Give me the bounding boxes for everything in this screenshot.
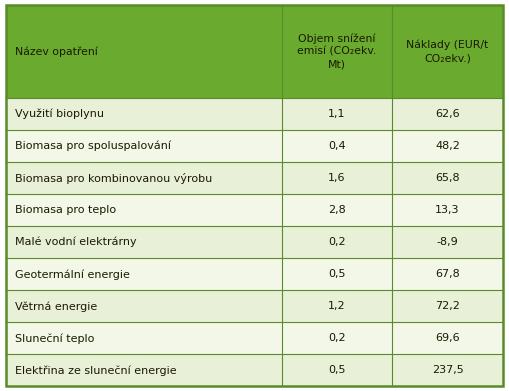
Bar: [282, 322, 392, 354]
Text: Biomasa pro teplo: Biomasa pro teplo: [15, 205, 117, 215]
Text: Sluneční teplo: Sluneční teplo: [15, 333, 95, 344]
Text: Využití bioplynu: Využití bioplynu: [15, 109, 104, 119]
Text: 72,2: 72,2: [435, 301, 460, 311]
Bar: [6, 354, 282, 386]
Text: 1,2: 1,2: [328, 301, 346, 311]
Text: 48,2: 48,2: [435, 141, 460, 151]
Text: 13,3: 13,3: [435, 205, 460, 215]
Text: 237,5: 237,5: [432, 365, 463, 375]
Text: 0,2: 0,2: [328, 333, 346, 343]
Text: 69,6: 69,6: [435, 333, 460, 343]
Bar: [282, 226, 392, 258]
Bar: [392, 130, 503, 162]
Text: Náklady (EUR/t
CO₂ekv.): Náklady (EUR/t CO₂ekv.): [406, 40, 489, 63]
Bar: [392, 98, 503, 130]
Text: 0,4: 0,4: [328, 141, 346, 151]
Text: Geotermální energie: Geotermální energie: [15, 269, 130, 280]
Bar: [392, 194, 503, 226]
Text: 67,8: 67,8: [435, 269, 460, 279]
Text: 0,5: 0,5: [328, 365, 346, 375]
Bar: [282, 290, 392, 322]
Bar: [6, 322, 282, 354]
Bar: [6, 194, 282, 226]
Bar: [6, 98, 282, 130]
Bar: [282, 98, 392, 130]
Text: Elektřina ze sluneční energie: Elektřina ze sluneční energie: [15, 365, 177, 375]
Bar: [392, 5, 503, 98]
Text: 65,8: 65,8: [435, 173, 460, 183]
Bar: [282, 130, 392, 162]
Text: -8,9: -8,9: [437, 237, 459, 247]
Text: 0,2: 0,2: [328, 237, 346, 247]
Bar: [392, 226, 503, 258]
Text: 1,1: 1,1: [328, 109, 346, 119]
Text: Biomasa pro spoluspalování: Biomasa pro spoluspalování: [15, 141, 171, 151]
Bar: [282, 258, 392, 290]
Bar: [6, 5, 282, 98]
Text: Malé vodní elektrárny: Malé vodní elektrárny: [15, 237, 137, 248]
Bar: [282, 5, 392, 98]
Bar: [6, 290, 282, 322]
Bar: [282, 162, 392, 194]
Bar: [6, 130, 282, 162]
Text: Název opatření: Název opatření: [15, 46, 98, 57]
Bar: [392, 290, 503, 322]
Bar: [6, 162, 282, 194]
Bar: [392, 162, 503, 194]
Text: 62,6: 62,6: [435, 109, 460, 119]
Text: 0,5: 0,5: [328, 269, 346, 279]
Bar: [392, 258, 503, 290]
Bar: [6, 258, 282, 290]
Bar: [392, 354, 503, 386]
Text: Větrná energie: Větrná energie: [15, 301, 98, 312]
Text: Objem snížení
emisí (CO₂ekv.
Mt): Objem snížení emisí (CO₂ekv. Mt): [297, 33, 377, 70]
Text: Biomasa pro kombinovanou výrobu: Biomasa pro kombinovanou výrobu: [15, 173, 213, 184]
Bar: [6, 226, 282, 258]
Text: 1,6: 1,6: [328, 173, 346, 183]
Bar: [282, 194, 392, 226]
Bar: [392, 322, 503, 354]
Bar: [282, 354, 392, 386]
Text: 2,8: 2,8: [328, 205, 346, 215]
